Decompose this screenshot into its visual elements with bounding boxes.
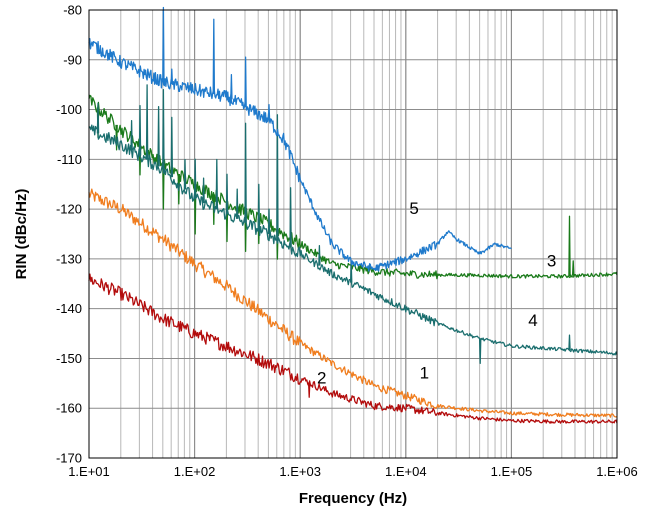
- tick-labels: -170 -160 -150 -140 -130 -120 -110 -100 -90 -80 1.…: [56, 3, 638, 480]
- curve-label-4: 4: [528, 311, 537, 330]
- x-tick-label: 1.E+04: [385, 464, 427, 479]
- series-line-5: [88, 6, 512, 272]
- curve-labels: 1 2 3 4 5: [317, 199, 556, 387]
- y-tick-label: -170: [56, 451, 82, 466]
- y-tick-label: -100: [56, 102, 82, 117]
- series-line-1: [88, 188, 618, 418]
- x-tick-label: 1.E+06: [596, 464, 638, 479]
- y-tick-label: -150: [56, 351, 82, 366]
- y-tick-label: -80: [63, 3, 82, 18]
- y-axis-title: RIN (dBc/Hz): [13, 189, 30, 280]
- x-axis-title: Frequency (Hz): [299, 490, 407, 507]
- y-tick-label: -140: [56, 301, 82, 316]
- series-line-2: [88, 273, 618, 424]
- plot-frame: [88, 9, 618, 459]
- y-tick-label: -130: [56, 251, 82, 266]
- y-tick-label: -90: [63, 52, 82, 67]
- curve-label-3: 3: [547, 251, 556, 270]
- curve-label-5: 5: [409, 199, 418, 218]
- y-tick-label: -120: [56, 202, 82, 217]
- y-tick-label: -160: [56, 401, 82, 416]
- curve-label-1: 1: [420, 363, 429, 382]
- x-tick-label: 1.E+02: [174, 464, 216, 479]
- x-tick-label: 1.E+01: [68, 464, 110, 479]
- series-layer: [88, 6, 618, 424]
- x-tick-label: 1.E+03: [279, 464, 321, 479]
- x-tick-label: 1.E+05: [491, 464, 533, 479]
- curve-label-2: 2: [317, 368, 326, 387]
- y-tick-label: -110: [57, 152, 82, 167]
